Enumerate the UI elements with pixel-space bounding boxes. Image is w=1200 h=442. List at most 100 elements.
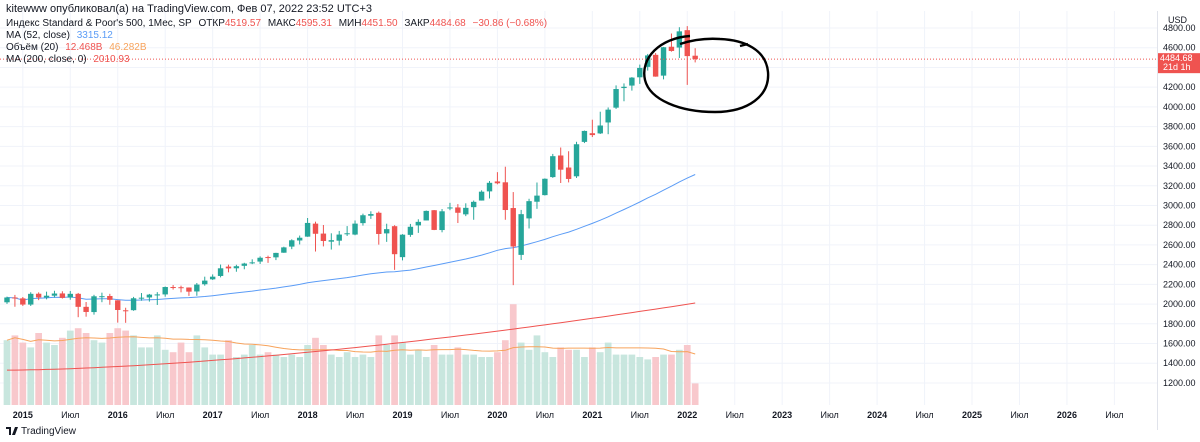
time-tick-label: 2025 [962, 410, 982, 420]
price-tick-label: 3600.00 [1163, 141, 1196, 151]
time-tick-label: Июл [441, 410, 459, 420]
volume-bar [494, 352, 501, 405]
volume-bar [169, 352, 177, 405]
volume-bar [351, 357, 359, 405]
time-tick-label: Июл [631, 410, 649, 420]
volume-bar [66, 330, 74, 405]
candle-body [526, 201, 532, 219]
time-tick-label: Июл [61, 410, 79, 420]
candle-body [518, 214, 524, 255]
candle-body [257, 257, 263, 262]
ma52-label: MA (52, close) [6, 30, 70, 41]
volume-bar [51, 345, 58, 405]
time-scale[interactable]: 2015 Июл 2016 Июл 2017 Июл 2018 Июл 2019 Июл 2020 И… [13, 410, 1124, 420]
candle-body [99, 296, 105, 298]
candle-body [652, 54, 659, 77]
ma200-legend[interactable]: MA (200, close, 0) 2010.93 [6, 54, 134, 66]
candle-body [399, 234, 406, 258]
candle-body [455, 207, 461, 213]
candle-body [447, 207, 453, 209]
volume-bar [596, 352, 604, 405]
volume-bars [3, 304, 699, 405]
candle-body [241, 263, 247, 266]
volume-bar [486, 357, 493, 405]
candle-body [550, 156, 556, 178]
price-tick-label: 2000.00 [1163, 299, 1196, 309]
volume-bar [320, 345, 327, 405]
candle-body [637, 67, 643, 78]
volume-bar [264, 352, 272, 405]
candle-body [423, 210, 429, 221]
volume-bar [240, 354, 248, 405]
price-scale-separator [1157, 11, 1158, 430]
open-value: 4519.57 [224, 18, 262, 29]
volume-bar [296, 357, 304, 405]
volume-bar [98, 342, 106, 405]
volume-bar [414, 349, 422, 405]
candle-body [463, 207, 469, 215]
volume-legend[interactable]: Объём (20) 12.468B 46.282B [6, 42, 151, 54]
price-tick-label: 3000.00 [1163, 200, 1196, 210]
volume-bar [644, 359, 652, 405]
volume-label: Объём (20) [6, 42, 59, 53]
price-tick-label: 4000.00 [1163, 102, 1196, 112]
candle-body [51, 293, 58, 296]
ma200-value: 2010.93 [93, 54, 130, 65]
candle-body [660, 47, 667, 76]
volume-bar [636, 357, 644, 405]
candle-body [304, 222, 311, 237]
price-tick-label: 3400.00 [1163, 161, 1196, 171]
time-tick-label: 2016 [108, 410, 128, 420]
price-tick-label: 3800.00 [1163, 122, 1196, 132]
volume-bar [201, 347, 209, 405]
candle-body [296, 237, 303, 241]
ma52-legend[interactable]: MA (52, close) 3315.12 [6, 30, 117, 42]
volume-bar [343, 352, 351, 405]
symbol-title[interactable]: Индекс Standard & Poor's 500, 1Мес, SP [6, 18, 192, 29]
time-tick-label: 2020 [487, 410, 507, 420]
candle-body [43, 295, 50, 298]
candle-body [249, 262, 255, 264]
price-scale[interactable]: 4800.004600.004400.004200.004000.003800.… [1163, 23, 1196, 388]
candle-body [486, 182, 493, 192]
ma200-label: MA (200, close, 0) [6, 54, 87, 65]
close-label: ЗАКР [404, 18, 430, 29]
time-tick-label: 2017 [203, 410, 223, 420]
candle-body [494, 181, 501, 184]
low-value: 4451.50 [361, 18, 398, 29]
candle-body [383, 229, 390, 234]
price-tick-label: 3200.00 [1163, 181, 1196, 191]
change-value: −30.86 (−0.68%) [472, 18, 548, 29]
candle-body [510, 208, 516, 247]
volume-bar [375, 335, 383, 405]
volume-bar [691, 383, 699, 405]
time-tick-label: Июл [1010, 410, 1028, 420]
candle-body [194, 284, 200, 292]
volume-bar [138, 347, 145, 405]
volume-bar [367, 357, 375, 405]
footer[interactable]: TradingView [6, 426, 76, 437]
volume-bar [620, 354, 628, 405]
grid-lines [0, 11, 1157, 405]
volume-bar [422, 357, 430, 405]
volume-bar [675, 349, 683, 405]
volume-bar [557, 347, 565, 405]
ma200-line [7, 302, 696, 371]
volume-bar [3, 340, 11, 405]
volume-bar [19, 342, 27, 405]
volume-bar [628, 354, 636, 405]
candle-body [122, 310, 129, 312]
time-tick-label: Июл [726, 410, 744, 420]
symbol-legend[interactable]: Индекс Standard & Poor's 500, 1Мес, SP О… [6, 18, 551, 30]
time-tick-label: Июл [346, 410, 364, 420]
volume-bar [517, 342, 525, 405]
candle-body [589, 133, 596, 136]
volume-bar [533, 335, 541, 405]
price-tick-label: 2800.00 [1163, 220, 1196, 230]
candle-body [558, 155, 564, 170]
volume-bar [383, 345, 391, 405]
time-tick-label: 2019 [392, 410, 412, 420]
volume-bar [304, 345, 311, 405]
time-tick-label: 2023 [772, 410, 792, 420]
